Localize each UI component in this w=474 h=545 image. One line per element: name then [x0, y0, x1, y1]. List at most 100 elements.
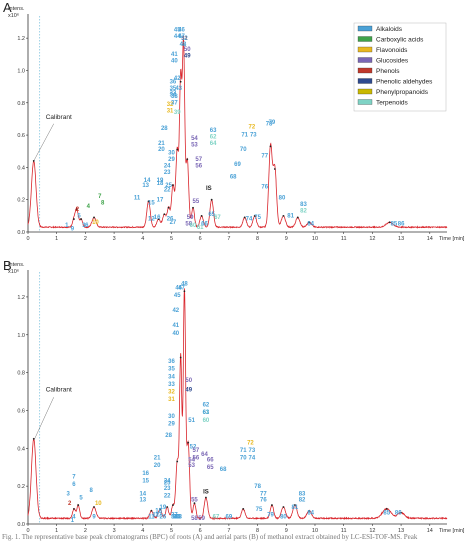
- x-tick-label: 8: [256, 528, 259, 534]
- peak-marker: [308, 221, 311, 224]
- peak-label: 18: [155, 509, 162, 515]
- peak-label: 17: [157, 197, 164, 203]
- peak-label: 53: [191, 142, 198, 148]
- peak-label: 23: [164, 170, 171, 176]
- peak-label: 5: [79, 495, 83, 501]
- peak-label: 35: [170, 86, 177, 92]
- peak-label: 47: [178, 285, 185, 291]
- peak-label: 34: [170, 92, 177, 98]
- peak-label: 6: [85, 223, 89, 229]
- legend-swatch: [357, 46, 373, 53]
- peak-label: 52: [190, 444, 197, 450]
- legend-entry: Terpenoids: [376, 100, 409, 107]
- x-tick-label: 1: [55, 236, 58, 242]
- peak-label: 82: [299, 497, 306, 503]
- y-tick-label: 0.0: [17, 230, 25, 236]
- peak-label: 15: [142, 478, 149, 484]
- peak-label: 37: [171, 100, 178, 106]
- peak-label: 19: [157, 178, 164, 184]
- legend-swatch: [357, 78, 373, 84]
- peak-marker: [172, 504, 174, 506]
- peak-marker: [77, 504, 80, 506]
- x-tick-label: 3: [113, 236, 116, 242]
- peak-marker: [269, 145, 272, 148]
- peak-label: 36: [170, 79, 177, 85]
- x-tick-label: 9: [285, 236, 288, 242]
- peak-marker: [176, 460, 179, 463]
- peak-marker: [147, 200, 150, 203]
- peak-marker: [32, 160, 35, 162]
- peak-marker: [157, 218, 160, 220]
- peak-label: 30: [168, 150, 175, 156]
- peak-label: 12: [148, 217, 155, 223]
- peak-label: 65: [208, 212, 215, 218]
- peak-label: 59: [187, 215, 194, 221]
- peak-label: 55: [193, 199, 200, 205]
- peak-label: 72: [249, 125, 256, 131]
- peak-label: 81: [287, 213, 294, 219]
- peak-marker: [200, 214, 203, 217]
- peak-marker: [253, 214, 256, 217]
- peak-label: 8: [101, 201, 105, 207]
- peak-label: 42: [174, 76, 181, 82]
- peak-label: 15: [148, 201, 155, 207]
- x-tick-label: 2: [84, 528, 87, 534]
- peak-label: 21: [154, 456, 161, 462]
- y-tick-label: 1.0: [17, 68, 25, 74]
- peak-label: 75: [256, 507, 263, 513]
- peak-marker: [176, 148, 179, 151]
- y-tick-label: 0.6: [17, 408, 25, 414]
- peak-label: 20: [154, 463, 161, 469]
- y-tick-label: 0.8: [17, 101, 25, 107]
- peak-label: 20: [158, 147, 165, 153]
- peak-marker: [193, 502, 196, 505]
- peak-label: 61: [197, 225, 204, 231]
- peak-label: 7: [72, 475, 76, 481]
- peak-label: 70: [240, 456, 247, 462]
- y-tick-label: 1.0: [17, 333, 25, 339]
- peak-label: 78: [266, 121, 273, 127]
- y-tick-label: 0.6: [17, 133, 25, 139]
- peak-marker: [150, 509, 153, 512]
- peak-label: 63: [203, 410, 210, 416]
- peak-label: 18: [157, 181, 164, 187]
- peak-marker: [32, 437, 35, 440]
- peak-label: 48: [181, 282, 188, 288]
- x-tick-label: 9: [285, 528, 288, 534]
- peak-label: 3: [67, 492, 71, 498]
- peak-label: 16: [154, 215, 161, 221]
- peak-label: 10: [95, 501, 102, 507]
- peak-label: 50: [184, 47, 191, 53]
- peak-label: 26: [167, 217, 174, 223]
- peak-label: 62: [210, 134, 217, 140]
- y-tick-label: 0.0: [17, 522, 25, 528]
- peak-label: 71: [241, 133, 248, 139]
- peak-label: 57: [195, 157, 202, 163]
- legend-entry: Phenylpropanoids: [376, 89, 429, 96]
- peak-label: 54: [191, 136, 198, 142]
- peak-marker: [282, 214, 285, 217]
- peak-label: 37: [171, 514, 178, 520]
- y-tick-label: 0.4: [17, 165, 25, 171]
- peak-marker: [243, 216, 246, 219]
- legend-entry: Flavonoids: [376, 47, 408, 54]
- peak-marker: [187, 441, 190, 444]
- peak-marker: [308, 509, 311, 512]
- peak-label: 68: [230, 175, 237, 181]
- x-tick-label: 0: [26, 236, 29, 242]
- peak-label: 2: [76, 207, 80, 213]
- y-tick-label: 0.8: [17, 371, 25, 377]
- bpc-trace: [27, 288, 448, 521]
- peak-label: 14: [144, 178, 151, 184]
- legend-swatch: [357, 99, 373, 105]
- peak-label: 41: [172, 323, 179, 329]
- peak-label: 16: [142, 471, 149, 477]
- peak-marker: [179, 356, 182, 359]
- peak-label: 1: [65, 223, 69, 229]
- calibrant-leader: [33, 123, 54, 162]
- peak-label: 28: [165, 433, 172, 439]
- x-tick-label: 12: [369, 528, 375, 534]
- y-tick-label: 0.2: [17, 484, 25, 490]
- peak-label: 67: [213, 514, 220, 520]
